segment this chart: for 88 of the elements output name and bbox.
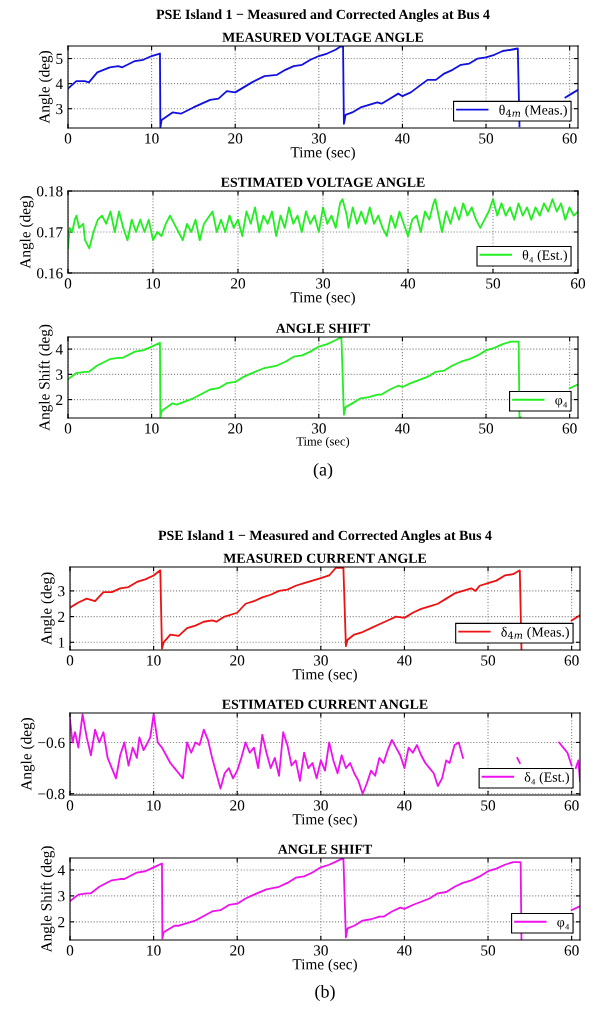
- y-tick-label: 4: [57, 865, 65, 876]
- legend-label: δ$_{4m}$ (Meas.): [501, 626, 569, 640]
- legend-label: φ₄: [557, 920, 570, 930]
- x-tick-label: 50: [481, 800, 496, 811]
- x-axis-title: Time (sec): [290, 146, 355, 161]
- y-tick-label: 4: [55, 78, 63, 89]
- x-tick-label: 50: [481, 655, 496, 666]
- x-tick-label: 40: [397, 655, 412, 666]
- x-tick-label: 60: [562, 423, 577, 434]
- x-tick-label: 30: [313, 655, 328, 666]
- x-tick-label: 60: [564, 945, 579, 956]
- y-axis-title: Angle (deg): [19, 195, 34, 269]
- x-tick-label: 20: [230, 945, 245, 956]
- x-axis-title: Time (sec): [296, 436, 350, 449]
- x-tick-label: 20: [230, 800, 245, 811]
- y-axis-title: Angle (deg): [20, 717, 35, 791]
- chart-subtitle: MEASURED VOLTAGE ANGLE: [222, 32, 424, 43]
- x-tick-label: 50: [479, 133, 494, 144]
- x-tick-label: 0: [64, 133, 72, 144]
- y-tick-label: 3: [56, 103, 63, 115]
- y-tick-label: 2: [58, 917, 65, 928]
- x-axis-title: Time (sec): [292, 813, 357, 828]
- y-tick-label: 2: [58, 611, 65, 622]
- x-tick-label: 10: [147, 800, 161, 811]
- x-tick-label: 10: [147, 655, 161, 666]
- x-tick-label: 30: [311, 423, 326, 434]
- x-tick-label: 0: [66, 945, 74, 956]
- legend-label: θ$_{4m}$ (Meas.): [499, 104, 567, 118]
- y-tick-label: −0.8: [38, 788, 65, 800]
- y-tick-label: 3: [56, 369, 63, 380]
- x-tick-label: 60: [564, 655, 579, 666]
- y-axis-title: Angle Shift (deg): [40, 846, 55, 953]
- x-axis-title: Time (sec): [292, 668, 357, 683]
- legend-label: φ₄: [555, 398, 568, 408]
- x-tick-label: 20: [228, 423, 243, 434]
- x-tick-label: 60: [571, 278, 586, 289]
- y-tick-label: 2: [56, 394, 63, 405]
- y-tick-label: 0.18: [36, 186, 63, 197]
- y-tick-label: −0.6: [38, 737, 65, 748]
- x-tick-label: 40: [400, 278, 416, 289]
- x-axis-title: Time (sec): [292, 958, 357, 973]
- x-tick-label: 0: [64, 278, 72, 289]
- y-tick-label: 0.16: [36, 268, 63, 279]
- chart-title: ESTIMATED VOLTAGE ANGLE: [220, 177, 425, 188]
- x-tick-label: 10: [145, 423, 159, 434]
- x-tick-label: 30: [316, 278, 331, 289]
- y-tick-label: 4: [55, 344, 63, 355]
- x-tick-label: 60: [562, 133, 577, 144]
- chart-title: ANGLE SHIFT: [277, 844, 373, 854]
- y-axis-title: Angle Shift (deg): [38, 324, 53, 431]
- y-axis-title: Angle (deg): [38, 50, 53, 124]
- x-tick-label: 20: [230, 655, 245, 666]
- chart-title: PSE Island 1 − Measured and Corrected Angles at Bus 4: [156, 9, 490, 22]
- text: (b): [315, 985, 335, 1002]
- line-series: [68, 198, 578, 250]
- x-tick-label: 40: [397, 800, 412, 811]
- y-axis-title: Angle (deg): [40, 572, 55, 646]
- x-tick-label: 10: [146, 278, 161, 289]
- x-tick-label: 50: [479, 423, 494, 434]
- x-tick-label: 40: [397, 945, 412, 956]
- chart-title: ANGLE SHIFT: [275, 323, 371, 333]
- x-axis-title: Time (sec): [290, 291, 355, 306]
- chart-title: ESTIMATED CURRENT ANGLE: [222, 699, 428, 709]
- y-tick-label: 3: [58, 586, 65, 597]
- x-tick-label: 30: [311, 133, 326, 144]
- y-tick-label: 3: [58, 891, 65, 902]
- x-tick-label: 0: [66, 800, 74, 811]
- chart-title: PSE Island 1 − Measured and Corrected Angles at Bus 4: [158, 530, 492, 543]
- x-tick-label: 10: [147, 945, 161, 956]
- x-tick-label: 10: [145, 133, 159, 144]
- chart-subtitle: MEASURED CURRENT ANGLE: [223, 553, 427, 563]
- x-tick-label: 30: [313, 945, 328, 956]
- text: (a): [313, 463, 333, 480]
- legend-label: δ₄ (Est.): [524, 771, 569, 785]
- x-tick-label: 50: [481, 945, 496, 956]
- x-tick-label: 20: [231, 278, 246, 289]
- y-tick-label: 1: [58, 637, 65, 648]
- x-tick-label: 0: [64, 423, 72, 434]
- x-tick-label: 20: [228, 133, 243, 144]
- x-tick-label: 0: [66, 655, 74, 666]
- x-tick-label: 40: [395, 423, 410, 434]
- x-tick-label: 40: [395, 133, 410, 144]
- x-tick-label: 50: [486, 278, 501, 289]
- y-tick-label: 5: [56, 53, 63, 64]
- y-tick-label: 0.17: [36, 227, 63, 238]
- x-tick-label: 30: [313, 800, 328, 811]
- legend-label: θ₄ (Est.): [522, 249, 567, 263]
- x-tick-label: 60: [564, 800, 579, 811]
